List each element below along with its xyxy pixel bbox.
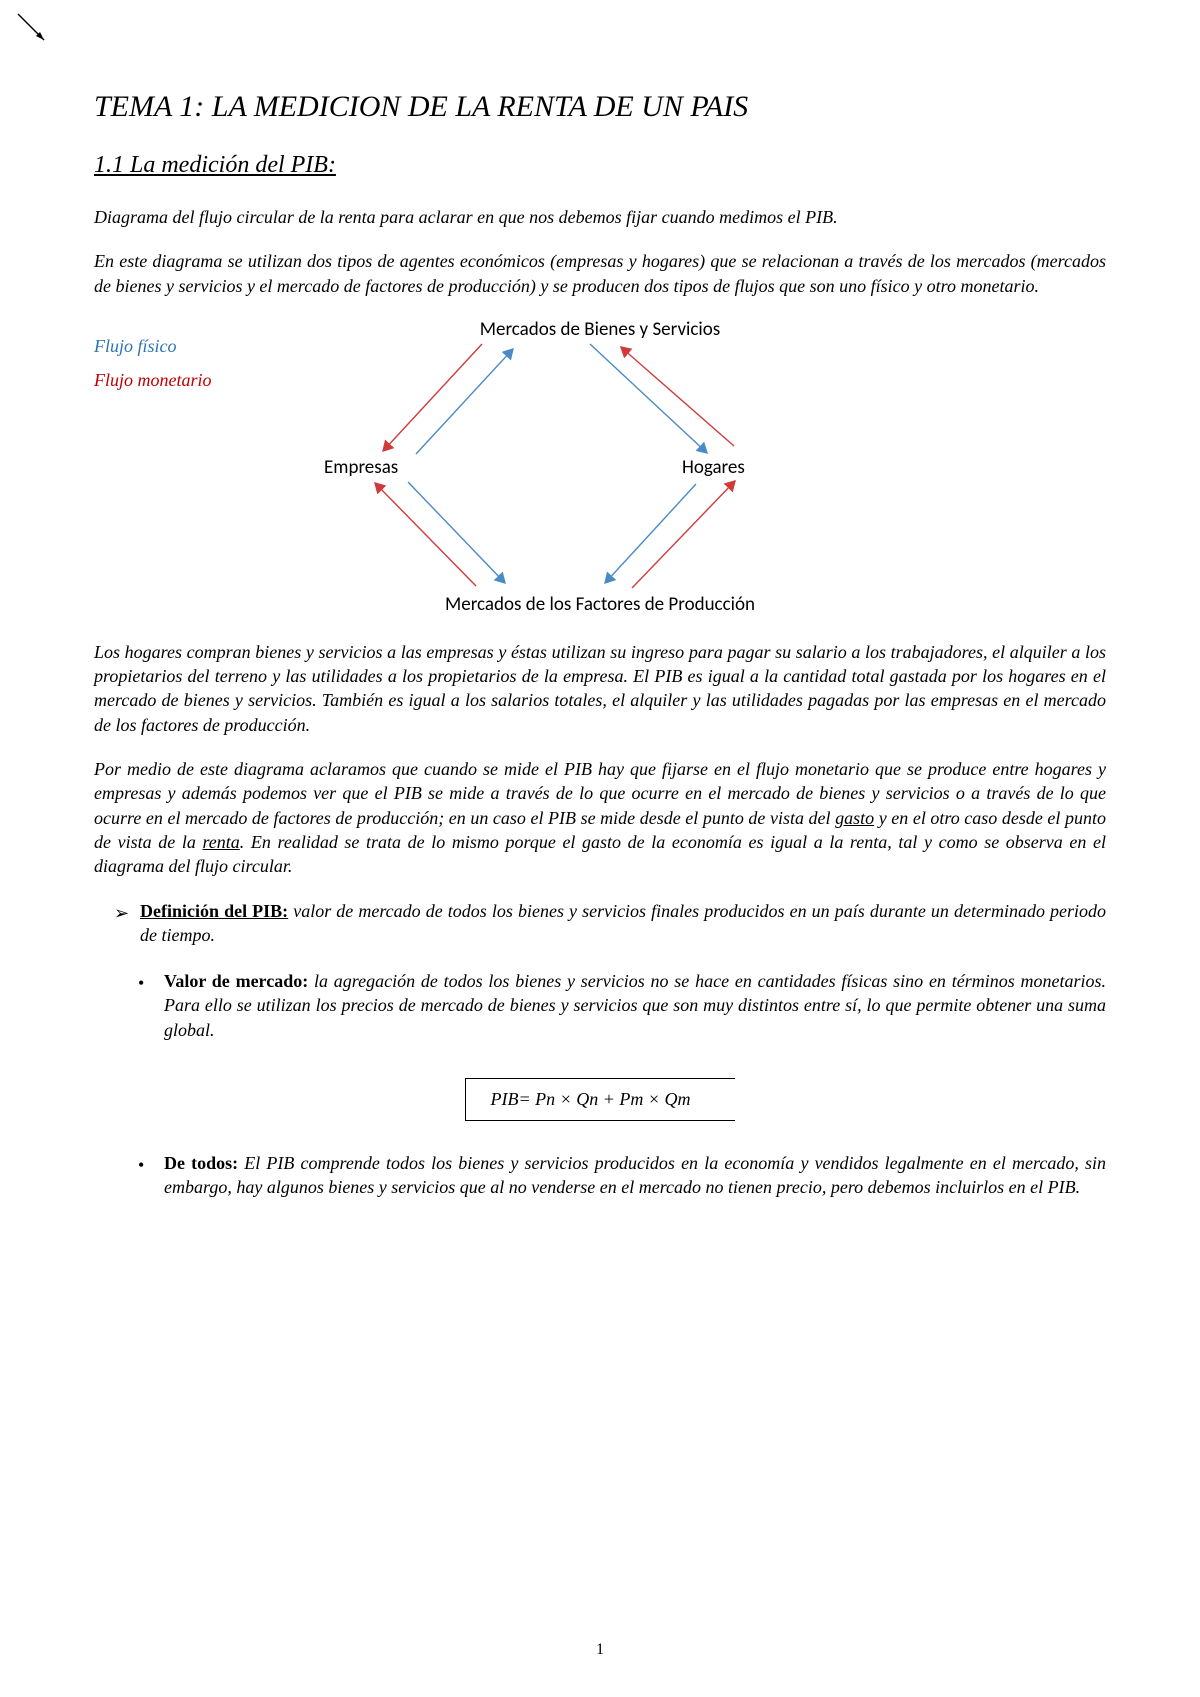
bullet-icon: • [138, 1153, 144, 1177]
circular-flow-diagram: Flujo físico Flujo monetario Mercados de… [94, 318, 1106, 618]
text-segment: . En realidad se trata de lo mismo porqu… [94, 832, 1106, 876]
intro-paragraph-2: En este diagrama se utilizan dos tipos d… [94, 249, 1106, 298]
definition-pib-label: Definición del PIB: [140, 901, 288, 921]
flow-arrows [254, 318, 854, 618]
page-title: TEMA 1: LA MEDICION DE LA RENTA DE UN PA… [94, 90, 1106, 124]
underlined-renta: renta [202, 832, 239, 852]
chevron-right-icon: ➢ [114, 901, 129, 925]
page-number: 1 [596, 1641, 604, 1659]
formula-container: PIB= Pn × Qn + Pm × Qm [94, 1064, 1106, 1151]
cursor-arrow-icon [14, 10, 50, 46]
definition-pib-item: ➢ Definición del PIB: valor de mercado d… [94, 899, 1106, 948]
section-heading: 1.1 La medición del PIB: [94, 152, 1106, 179]
underlined-gasto: gasto [835, 808, 874, 828]
pib-formula: PIB= Pn × Qn + Pm × Qm [465, 1078, 734, 1121]
de-todos-label: De todos: [164, 1153, 238, 1173]
paragraph-pib-explanation: Los hogares compran bienes y servicios a… [94, 640, 1106, 737]
valor-mercado-item: • Valor de mercado: la agregación de tod… [94, 969, 1106, 1042]
intro-paragraph-1: Diagrama del flujo circular de la renta … [94, 205, 1106, 229]
paragraph-gasto-renta: Por medio de este diagrama aclaramos que… [94, 757, 1106, 878]
legend-monetary-flow: Flujo monetario [94, 370, 212, 391]
bullet-icon: • [138, 971, 144, 995]
de-todos-item: • De todos: El PIB comprende todos los b… [94, 1151, 1106, 1200]
valor-mercado-label: Valor de mercado: [164, 971, 308, 991]
legend-physical-flow: Flujo físico [94, 336, 177, 357]
de-todos-text: El PIB comprende todos los bienes y serv… [164, 1153, 1106, 1197]
